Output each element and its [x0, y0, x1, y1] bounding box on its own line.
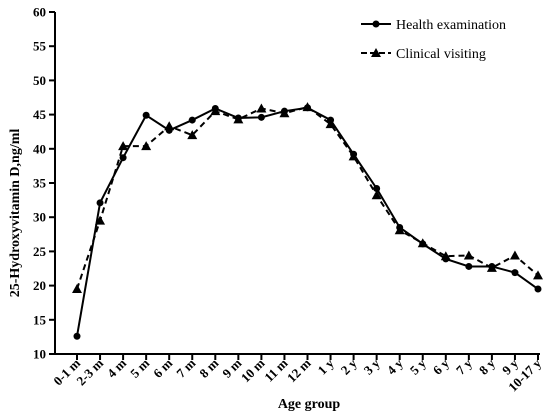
x-tick-label: 6 m	[150, 355, 175, 380]
data-point	[164, 121, 175, 131]
y-tick-label: 50	[33, 73, 46, 88]
data-point	[188, 116, 196, 124]
series-health-examination	[73, 104, 542, 340]
data-point	[394, 225, 405, 235]
x-tick-label: 8 m	[196, 355, 221, 380]
x-tick-label: 7 y	[453, 355, 475, 377]
y-tick-label: 35	[33, 176, 47, 191]
y-axis-title: 25-Hydroxyvitamin D,ng/ml	[8, 129, 23, 298]
x-tick-label: 2 y	[338, 355, 360, 377]
y-tick-label: 25	[33, 244, 47, 259]
data-point	[141, 141, 152, 151]
legend-item-health: Health examination	[361, 18, 506, 33]
x-tick-label: 8 y	[476, 355, 498, 377]
y-tick-label: 40	[33, 141, 46, 156]
x-tick-label: 1 y	[315, 355, 337, 377]
x-tick-label: 2-3 m	[73, 355, 106, 388]
axes: 10 15 20 25 30 35 40 45 50 55 60 0-1 m2-3 m4 m5 m6…	[33, 5, 544, 395]
data-point	[511, 269, 519, 277]
legend: Health examination Clinical visiting	[361, 18, 506, 62]
x-tick-label: 5 m	[127, 355, 152, 380]
data-point	[371, 190, 382, 200]
x-tick-label: 4 y	[384, 355, 406, 377]
data-point	[256, 103, 267, 113]
data-point	[373, 184, 381, 192]
data-point	[465, 262, 473, 270]
data-point	[257, 113, 265, 121]
data-point	[210, 106, 221, 116]
series-clinical-visiting	[72, 102, 543, 294]
x-tick-label: 7 m	[173, 355, 198, 380]
y-tick-label: 45	[33, 107, 47, 122]
data-point	[73, 332, 81, 340]
legend-label-clinical: Clinical visiting	[396, 47, 486, 62]
x-tick-label: 10 m	[238, 355, 268, 385]
y-tick-label: 60	[33, 5, 46, 20]
data-point	[72, 284, 82, 294]
x-tick-label: 6 y	[430, 355, 452, 377]
y-tick-label: 55	[33, 39, 47, 54]
series-line	[76, 105, 539, 290]
data-point	[118, 141, 129, 151]
data-point	[348, 151, 359, 161]
x-ticks: 0-1 m2-3 m4 m5 m6 m7 m8 m9 m10 m11 m12 m…	[50, 354, 544, 394]
data-point	[325, 119, 336, 129]
data-point	[233, 114, 244, 124]
data-point	[417, 238, 428, 248]
legend-label-health: Health examination	[396, 18, 506, 33]
y-ticks: 10 15 20 25 30 35 40 45 50 55 60	[33, 5, 55, 362]
data-point	[486, 262, 497, 272]
data-point	[533, 270, 543, 280]
y-tick-label: 15	[33, 312, 47, 327]
y-tick-label: 30	[33, 210, 46, 225]
data-point	[302, 102, 313, 112]
x-tick-label: 3 y	[361, 355, 383, 377]
data-point	[440, 251, 451, 261]
data-point	[509, 250, 520, 260]
x-axis-title: Age group	[278, 397, 341, 412]
x-tick-label: 11 m	[261, 355, 290, 384]
data-point	[534, 285, 542, 293]
data-point	[95, 215, 106, 225]
data-point	[279, 108, 290, 118]
series-layer	[72, 102, 543, 340]
data-point	[96, 199, 104, 207]
data-point	[187, 130, 198, 140]
y-tick-label: 10	[33, 347, 46, 362]
x-tick-label: 4 m	[104, 355, 129, 380]
data-point	[142, 111, 150, 119]
data-point	[463, 250, 474, 260]
y-tick-label: 20	[33, 278, 46, 293]
x-tick-label: 12 m	[284, 355, 314, 385]
legend-item-clinical: Clinical visiting	[361, 47, 486, 62]
x-tick-label: 5 y	[407, 355, 429, 377]
data-point	[119, 154, 127, 162]
